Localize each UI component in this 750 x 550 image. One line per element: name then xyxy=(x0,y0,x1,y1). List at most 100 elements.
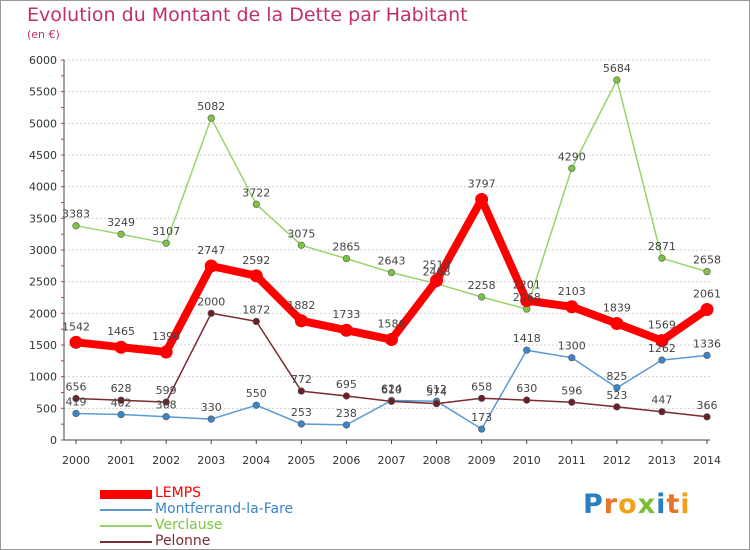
axes: 0 500 1000 1500 2000 2500 3000 3500 4000 4500 5000… xyxy=(29,54,721,467)
data-label: 3722 xyxy=(242,186,270,199)
data-label: 1542 xyxy=(62,320,90,333)
x-tick-label: 2006 xyxy=(332,454,360,467)
data-label: 1465 xyxy=(107,325,135,338)
data-point xyxy=(294,314,308,328)
data-label: 419 xyxy=(66,395,87,408)
data-point xyxy=(568,164,576,172)
data-point xyxy=(252,317,260,326)
data-point xyxy=(207,415,215,423)
data-label: 1586 xyxy=(378,318,406,331)
series-lines xyxy=(69,76,714,433)
data-point xyxy=(565,300,579,314)
legend-swatch xyxy=(100,489,152,499)
data-label: 2871 xyxy=(648,240,676,253)
x-tick-label: 2012 xyxy=(603,454,631,467)
data-point xyxy=(339,323,353,337)
data-point xyxy=(342,421,351,429)
logo-letter: o xyxy=(618,489,638,520)
data-point xyxy=(610,317,624,331)
data-label: 695 xyxy=(336,378,357,391)
data-point xyxy=(297,387,305,395)
data-label: 2592 xyxy=(242,254,270,267)
data-label: 5684 xyxy=(603,62,631,75)
data-label: 366 xyxy=(697,399,718,412)
data-point xyxy=(700,302,714,316)
data-label: 1872 xyxy=(242,303,270,316)
data-point xyxy=(613,384,621,392)
data-point xyxy=(252,200,260,208)
data-point xyxy=(297,241,305,249)
data-label: 3249 xyxy=(107,216,135,229)
data-label: 2258 xyxy=(468,279,496,292)
x-tick-label: 2002 xyxy=(152,454,180,467)
data-label: 2643 xyxy=(378,255,406,268)
x-tick-label: 2005 xyxy=(287,454,315,467)
data-point xyxy=(432,400,441,408)
data-label: 368 xyxy=(156,399,177,412)
data-point xyxy=(523,346,531,354)
data-point xyxy=(162,413,170,421)
data-label: 628 xyxy=(111,382,132,395)
x-tick-label: 2003 xyxy=(197,454,225,467)
x-tick-label: 2001 xyxy=(107,454,135,467)
y-tick-label: 2000 xyxy=(29,307,57,320)
data-label: 2201 xyxy=(513,279,541,292)
data-point xyxy=(387,397,396,405)
x-tick-label: 2009 xyxy=(468,454,496,467)
data-label: 4290 xyxy=(558,150,586,163)
data-label: 5082 xyxy=(197,100,225,113)
data-point xyxy=(114,340,128,354)
data-point xyxy=(162,239,170,247)
data-point xyxy=(478,425,486,433)
data-label: 1418 xyxy=(513,332,541,345)
data-label: 596 xyxy=(561,384,582,397)
y-tick-label: 3500 xyxy=(29,212,57,225)
data-label: 2061 xyxy=(693,287,721,300)
data-label: 1262 xyxy=(648,342,676,355)
data-label: 3107 xyxy=(152,225,180,238)
legend-swatch xyxy=(100,525,152,527)
data-label: 2068 xyxy=(513,291,541,304)
data-label: 2865 xyxy=(332,241,360,254)
logo-letter: i xyxy=(656,489,667,520)
data-label: 2747 xyxy=(197,244,225,257)
data-label: 612 xyxy=(426,383,447,396)
data-point xyxy=(658,356,666,364)
data-label: 825 xyxy=(606,370,627,383)
data-label: 656 xyxy=(66,380,87,393)
data-point xyxy=(72,409,80,418)
chart-title: Evolution du Montant de la Dette par Hab… xyxy=(27,4,468,26)
data-point xyxy=(613,403,621,411)
data-point xyxy=(72,222,80,230)
data-label: 610 xyxy=(381,383,402,396)
data-label: 2468 xyxy=(423,266,451,279)
legend-swatch xyxy=(100,541,152,543)
y-tick-label: 0 xyxy=(50,434,57,447)
data-label: 624 xyxy=(381,382,402,395)
y-tick-label: 500 xyxy=(36,402,57,415)
data-label: 630 xyxy=(516,382,537,395)
data-label: 253 xyxy=(291,406,312,419)
data-point xyxy=(520,294,534,308)
y-tick-label: 3000 xyxy=(29,244,57,257)
data-point xyxy=(342,392,351,400)
data-label: 574 xyxy=(426,386,447,399)
x-tick-label: 2010 xyxy=(513,454,541,467)
y-tick-label: 5500 xyxy=(29,86,57,99)
data-label: 3797 xyxy=(468,178,496,191)
legend-swatch xyxy=(100,509,152,511)
y-tick-label: 1500 xyxy=(29,339,57,352)
legend-label: Montferrand-la-Fare xyxy=(155,501,294,517)
data-point xyxy=(387,269,396,277)
data-label: 1336 xyxy=(693,337,721,350)
data-point xyxy=(252,401,260,409)
data-point xyxy=(385,333,398,347)
data-label: 402 xyxy=(111,397,132,410)
x-tick-label: 2004 xyxy=(242,454,270,467)
data-label: 2658 xyxy=(693,254,721,267)
x-tick-label: 2014 xyxy=(693,454,721,467)
data-label: 1839 xyxy=(603,302,631,315)
logo-letter: r xyxy=(603,489,619,520)
y-tick-label: 4000 xyxy=(29,181,57,194)
